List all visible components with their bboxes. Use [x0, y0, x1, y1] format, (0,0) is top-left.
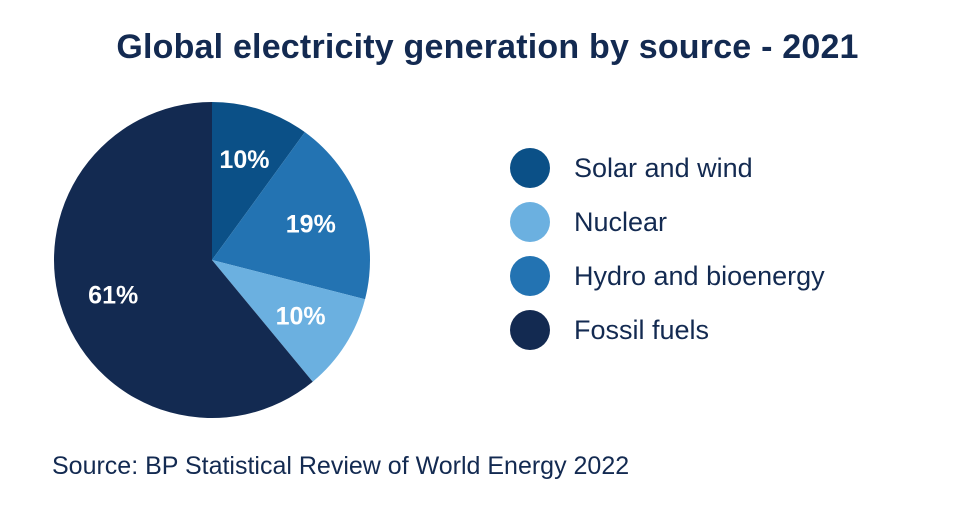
legend-label-hydro-and-bioenergy: Hydro and bioenergy	[574, 260, 825, 291]
legend-item-hydro-and-bioenergy: Hydro and bioenergy	[510, 256, 825, 296]
pie-chart: 10% 19% 10% 61%	[53, 102, 370, 418]
legend-item-fossil-fuels: Fossil fuels	[510, 310, 825, 350]
legend-item-nuclear: Nuclear	[510, 202, 825, 242]
legend-swatch-hydro-and-bioenergy	[510, 256, 550, 296]
legend-swatch-nuclear	[510, 202, 550, 242]
legend-label-nuclear: Nuclear	[574, 206, 668, 237]
slice-label-hydro-and-bioenergy: 19%	[286, 210, 336, 238]
legend: Solar and wind Nuclear Hydro and bioener…	[510, 148, 825, 364]
chart-title: Global electricity generation by source …	[116, 28, 859, 66]
pie-slice-fossil-fuels	[53, 102, 313, 418]
legend-label-fossil-fuels: Fossil fuels	[574, 314, 710, 345]
pie-slice-hydro-and-bioenergy	[212, 132, 370, 300]
legend-swatch-solar-and-wind	[510, 148, 550, 188]
legend-swatch-fossil-fuels	[510, 310, 550, 350]
slice-label-fossil-fuels: 61%	[88, 282, 138, 310]
slice-label-solar-and-wind: 10%	[219, 146, 269, 174]
pie-slice-nuclear	[212, 260, 366, 382]
pie-slice-solar-and-wind	[212, 102, 305, 260]
source-note: Source: BP Statistical Review of World E…	[52, 452, 630, 480]
legend-item-solar-and-wind: Solar and wind	[510, 148, 825, 188]
legend-label-solar-and-wind: Solar and wind	[574, 152, 753, 183]
slice-label-nuclear: 10%	[276, 302, 326, 330]
